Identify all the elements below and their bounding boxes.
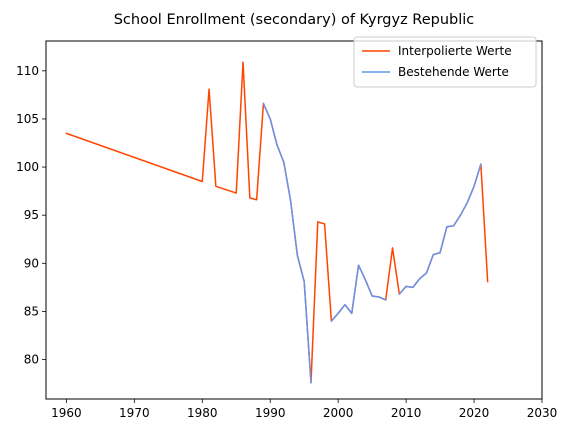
chart-title: School Enrollment (secondary) of Kyrgyz … [114,12,475,28]
x-tick-label: 1980 [187,406,218,420]
plot-lines [65,61,489,384]
x-axis: 1960 1970 1980 1990 2000 2010 2020 2030 [51,399,557,420]
series-line-1-segment-1 [65,61,489,384]
y-tick-label: 80 [24,353,39,367]
y-tick-label: 95 [24,208,39,222]
y-tick-label: 110 [16,64,39,78]
x-tick-label: 2000 [323,406,354,420]
y-axis: 80 85 90 95 100 105 110 [16,64,46,367]
y-tick-label: 100 [16,160,39,174]
plot-frame [45,40,543,400]
x-tick-label: 2030 [527,406,558,420]
y-tick-label: 85 [24,304,39,318]
y-tick-label: 90 [24,256,39,270]
y-tick-label: 105 [16,112,39,126]
series-line-2-segment-2 [330,264,387,323]
legend: Interpolierte Werte Bestehende Werte [353,36,537,88]
legend-box [353,36,537,88]
legend-label-2: Bestehende Werte [398,65,509,79]
x-tick-label: 1970 [119,406,150,420]
x-tick-label: 1990 [255,406,286,420]
legend-label-1: Interpolierte Werte [398,44,512,58]
series-line-2-segment-1 [262,102,312,384]
x-tick-label: 2020 [459,406,490,420]
x-tick-label: 1960 [51,406,82,420]
x-tick-label: 2010 [391,406,422,420]
series-line-2-segment-3 [398,163,482,296]
